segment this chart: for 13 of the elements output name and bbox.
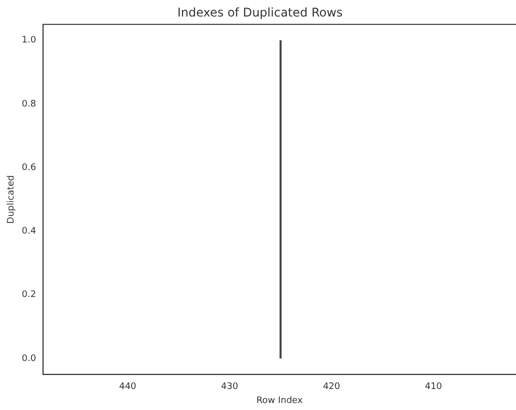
y-axis-title: Duplicated xyxy=(6,175,17,224)
x-tick-label: 410 xyxy=(424,382,442,392)
y-tick-label: 1.0 xyxy=(22,36,36,46)
y-tick-label: 0.6 xyxy=(22,162,36,173)
x-tick-label: 440 xyxy=(119,382,137,392)
y-tick-label: 0.4 xyxy=(22,226,36,237)
x-axis-title: Row Index xyxy=(256,396,304,406)
x-tick-label: 420 xyxy=(322,382,340,392)
chart-title: Indexes of Duplicated Rows xyxy=(177,5,343,20)
y-tick-label: 0.0 xyxy=(22,354,36,364)
x-tick-label: 430 xyxy=(221,382,238,392)
y-tick-label: 0.8 xyxy=(22,99,36,110)
y-tick-label: 0.2 xyxy=(22,290,36,300)
